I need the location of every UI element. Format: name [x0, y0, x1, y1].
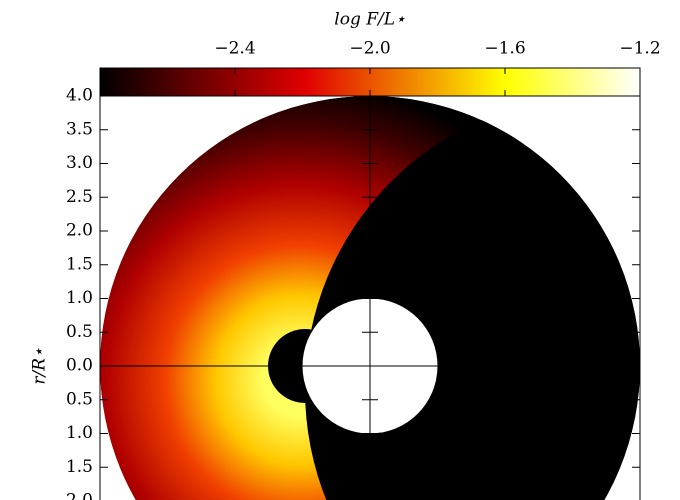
colorbar-tick-label: −2.4: [214, 39, 255, 59]
y-tick-label: 2.5: [66, 187, 93, 207]
colorbar-tick-label: −2.0: [349, 39, 390, 59]
y-tick-label: 1.5: [66, 254, 93, 274]
y-tick-label: 2.0: [66, 221, 93, 241]
shadow: [305, 96, 640, 500]
y-tick-label: 1.0: [66, 423, 93, 443]
y-tick-label: 0.0: [66, 356, 93, 376]
colorbar-tick-label: −1.6: [484, 39, 525, 59]
y-tick-label: 2.0: [66, 491, 93, 500]
y-tick-label: 3.0: [66, 153, 93, 173]
y-tick-label: 0.5: [66, 389, 93, 409]
y-axis-label: r/R⋆: [30, 347, 50, 385]
colorbar-label: log F/L⋆: [334, 10, 406, 30]
colorbar-tick-label: −1.2: [619, 39, 660, 59]
heatmap: [100, 96, 640, 500]
y-tick-label: 1.0: [66, 288, 93, 308]
y-tick-label: 3.5: [66, 119, 93, 139]
y-tick-label: 1.5: [66, 457, 93, 477]
y-tick-label: 0.5: [66, 322, 93, 342]
y-tick-label: 4.0: [66, 86, 93, 106]
